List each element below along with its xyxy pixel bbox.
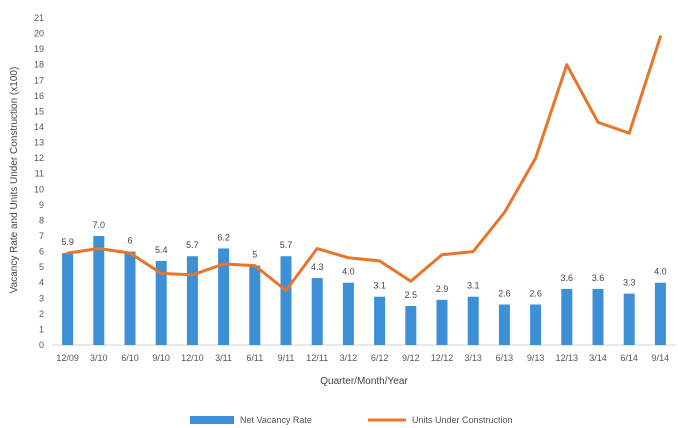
y-tick-label: 4 [39,278,44,288]
bar-data-label: 6 [127,236,132,246]
bar-data-label: 6.2 [217,232,230,242]
x-tick-label: 12/13 [556,353,579,363]
y-tick-label: 6 [39,247,44,257]
bar-data-label: 4.3 [311,262,324,272]
x-tick-label: 6/11 [246,353,263,363]
y-tick-label: 3 [39,293,44,303]
x-tick-label: 9/12 [402,353,420,363]
bar-data-label: 4.0 [342,267,355,277]
bar [186,256,198,345]
y-tick-label: 0 [39,340,44,350]
x-tick-label: 3/10 [90,353,108,363]
bar [374,296,386,345]
x-tick-label: 12/09 [56,353,79,363]
bar [436,299,448,345]
bar [592,288,604,345]
bar-data-label: 3.3 [623,278,636,288]
y-tick-label: 11 [35,169,44,179]
x-tick-label: 3/13 [464,353,482,363]
bar [280,256,292,345]
y-tick-label: 9 [39,200,44,210]
y-axis-title: Vacancy Rate and Units Under Constructio… [9,67,20,294]
y-tick-label: 14 [34,122,44,132]
y-tick-label: 7 [39,231,44,241]
x-axis-ticks: 12/09 3/10 6/10 9/10 12/10 3/11 6/11 9/11 12/11 3… [56,353,669,363]
bar [530,304,542,345]
bar-data-label: 2.6 [498,289,511,299]
bar [342,282,354,345]
y-tick-label: 19 [34,44,44,54]
bar-data-label: 2.5 [405,290,418,300]
x-tick-label: 9/14 [652,353,670,363]
y-tick-label: 12 [34,153,44,163]
bar [124,251,136,345]
legend-label-vacancy: Net Vacancy Rate [240,415,312,425]
bar [405,306,417,345]
bar-data-label: 5.7 [186,240,199,250]
bar-data-label: 3.6 [592,273,605,283]
y-tick-label: 10 [34,184,44,194]
y-tick-label: 20 [34,29,44,39]
bar [467,296,479,345]
legend-label-construction: Units Under Construction [412,415,513,425]
bar [93,236,105,345]
y-tick-label: 18 [34,60,44,70]
bar-series [62,236,666,345]
bar-data-labels: 5.9 7.0 6 5.4 5.7 6.2 5 5.7 4.3 4.0 3.1 2.5 2.9 3.1 2.… [61,220,666,300]
y-tick-label: 2 [39,309,44,319]
y-tick-label: 21 [34,13,44,23]
x-tick-label: 9/13 [527,353,545,363]
bar-data-label: 3.1 [373,281,386,291]
bar [623,293,635,345]
x-tick-label: 6/10 [121,353,139,363]
x-tick-label: 9/10 [152,353,170,363]
y-tick-label: 8 [39,215,44,225]
y-tick-label: 17 [34,75,44,85]
y-tick-label: 15 [34,106,44,116]
bar-data-label: 2.9 [436,284,449,294]
x-tick-label: 12/10 [181,353,204,363]
bar-data-label: 5 [252,250,257,260]
bar [561,288,573,345]
x-tick-label: 3/14 [589,353,607,363]
bar-data-label: 3.6 [561,273,574,283]
legend: Net Vacancy Rate Units Under Constructio… [190,415,513,425]
x-tick-label: 9/11 [278,353,295,363]
y-tick-label: 16 [34,91,44,101]
bar [155,260,167,345]
x-tick-label: 12/11 [306,353,328,363]
bar-data-label: 2.6 [529,289,542,299]
bar-data-label: 5.9 [61,237,74,247]
x-tick-label: 12/12 [431,353,454,363]
bar-data-label: 5.7 [280,240,293,250]
y-tick-label: 5 [39,262,44,272]
bar-data-label: 3.1 [467,281,480,291]
x-tick-label: 6/14 [620,353,638,363]
bar-data-label: 7.0 [93,220,106,230]
y-tick-label: 1 [39,324,44,334]
bar-data-label: 4.0 [654,267,667,277]
bar [311,278,323,345]
bar [218,248,230,345]
bar-data-label: 5.4 [155,245,168,255]
x-tick-label: 3/12 [340,353,358,363]
x-tick-label: 6/12 [371,353,389,363]
legend-swatch-vacancy [190,416,234,424]
bar [62,253,74,345]
bar [654,282,666,345]
x-axis-title: Quarter/Month/Year [320,376,408,387]
line-series [66,35,662,292]
x-tick-label: 3/11 [215,353,232,363]
y-tick-label: 13 [34,138,44,148]
x-tick-label: 6/13 [496,353,514,363]
bar [498,304,510,345]
bar [249,265,261,345]
